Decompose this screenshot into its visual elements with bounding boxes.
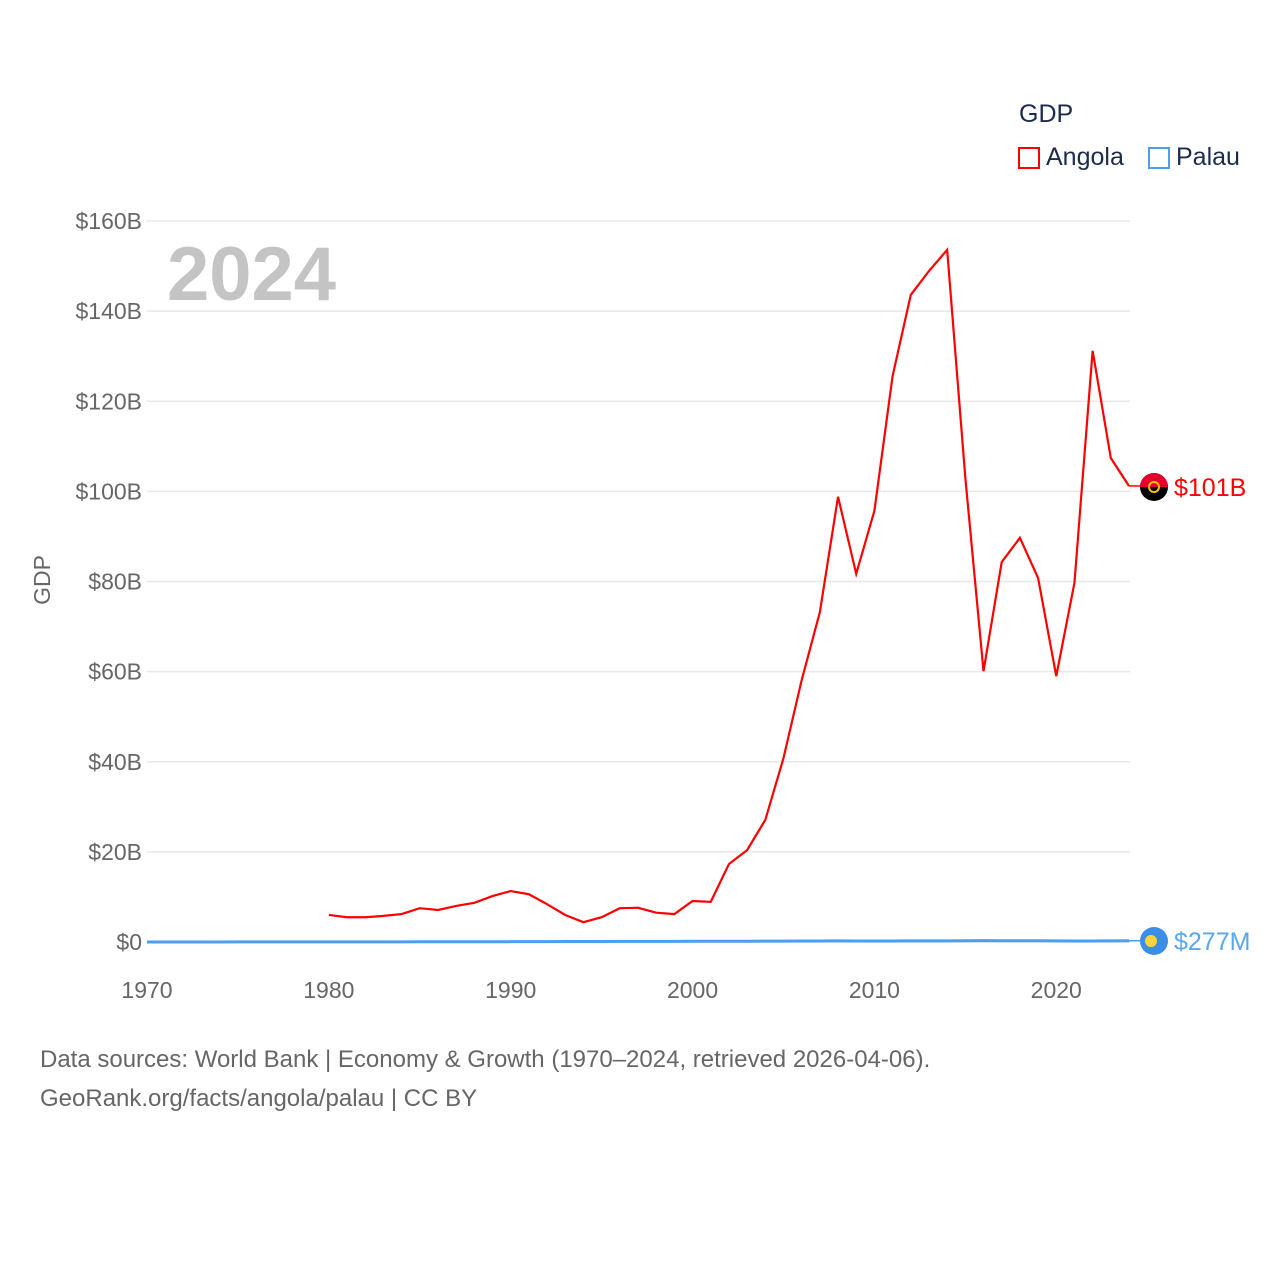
end-label-palau: $277M <box>1174 928 1250 956</box>
y-tick-label: $120B <box>75 388 142 414</box>
y-tick-label: $40B <box>88 749 142 775</box>
legend-swatch-angola <box>1018 146 1040 169</box>
legend-item-palau[interactable]: Palau <box>1148 143 1240 172</box>
angola-flag-red <box>1140 473 1168 487</box>
legend-title: GDP <box>1019 100 1074 128</box>
y-tick-label: $100B <box>75 478 142 504</box>
y-tick-label: $140B <box>75 298 142 324</box>
year-watermark: 2024 <box>167 232 336 317</box>
end-label-angola: $101B <box>1174 474 1246 502</box>
series-line-angola <box>328 247 1130 924</box>
angola-emblem <box>1148 481 1160 493</box>
x-tick-label: 2010 <box>849 977 900 1003</box>
x-tick-label: 1980 <box>303 977 354 1003</box>
x-tick-label: 2020 <box>1031 977 1082 1003</box>
x-tick-label: 1970 <box>121 977 172 1003</box>
palau-flag-moon <box>1145 935 1157 947</box>
y-tick-label: $0 <box>116 929 142 955</box>
footer-link[interactable]: GeoRank.org/facts/angola/palau | CC BY <box>40 1085 478 1112</box>
y-tick-label: $160B <box>75 208 142 234</box>
y-tick-label: $80B <box>88 569 142 595</box>
legend-item-angola[interactable]: Angola <box>1018 143 1124 172</box>
legend-label-angola: Angola <box>1046 143 1124 171</box>
y-tick-label: $20B <box>88 839 142 865</box>
legend-label-palau: Palau <box>1176 143 1240 171</box>
y-axis-label: GDP <box>29 555 55 605</box>
series-line-palau <box>147 939 1130 944</box>
y-tick-label: $60B <box>88 659 142 685</box>
legend-swatch-palau <box>1148 146 1170 169</box>
x-tick-label: 1990 <box>485 977 536 1003</box>
x-tick-label: 2000 <box>667 977 718 1003</box>
footer-source: Data sources: World Bank | Economy & Gro… <box>40 1046 931 1073</box>
